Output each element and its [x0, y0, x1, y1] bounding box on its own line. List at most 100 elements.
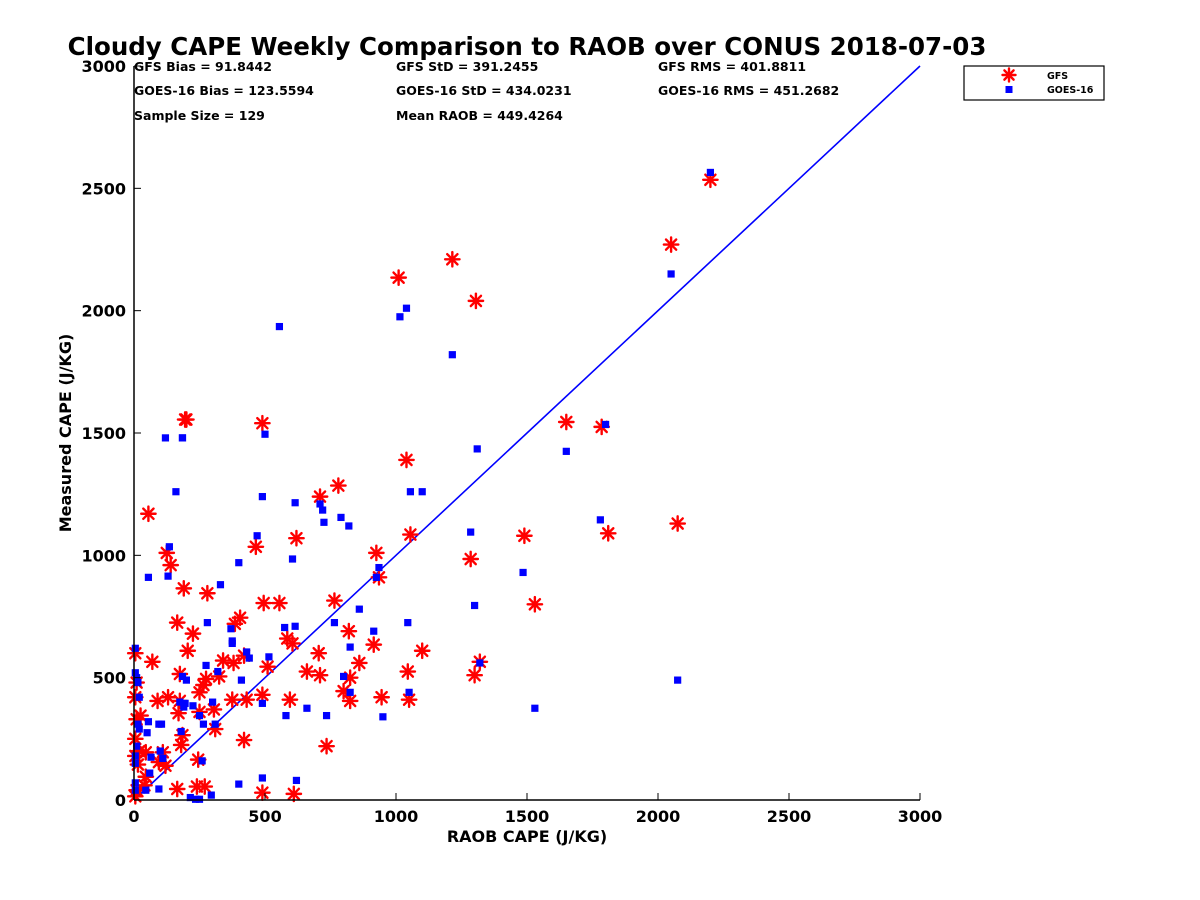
gfs-point — [365, 636, 383, 654]
x-tick-label: 1000 — [374, 807, 419, 826]
y-axis-ticks: 0 500 1000 1500 2000 2500 3000 — [81, 57, 141, 810]
gfs-point — [599, 524, 617, 542]
gfs-point — [226, 615, 244, 633]
goes16-point — [131, 779, 139, 787]
goes16-point — [178, 672, 187, 681]
gfs-point — [179, 642, 197, 660]
goes16-point — [198, 757, 206, 765]
y-tick-label: 3000 — [81, 57, 126, 76]
goes16-point — [131, 669, 139, 677]
goes16-point — [186, 793, 194, 802]
goes16-point — [131, 786, 139, 794]
goes16-point — [216, 581, 225, 589]
gfs-point — [172, 736, 190, 754]
goes16-point — [172, 488, 180, 496]
y-axis-label: Measured CAPE (J/KG) — [56, 334, 75, 533]
goes16-point — [178, 434, 187, 442]
x-tick-label: 500 — [248, 807, 281, 826]
goes16-point — [243, 648, 251, 656]
goes16-point — [214, 667, 222, 676]
y-tick-label: 1500 — [81, 424, 126, 443]
y-tick-label: 2500 — [81, 179, 126, 198]
gfs-point — [367, 544, 385, 562]
goes16-point — [265, 653, 273, 661]
goes16-point — [288, 555, 297, 563]
goes16-point — [404, 619, 412, 627]
goes16-point — [182, 676, 190, 684]
gfs-point — [326, 592, 343, 609]
goes16-point — [203, 619, 211, 627]
gfs-point — [175, 579, 193, 597]
stat-text: Sample Size = 129 — [134, 108, 265, 123]
goes16-point — [473, 445, 481, 453]
stat-text: GFS StD = 391.2455 — [396, 59, 538, 74]
goes16-point — [165, 543, 173, 551]
gfs-point — [176, 411, 194, 428]
gfs-point — [329, 477, 347, 495]
goes16-point — [134, 678, 142, 687]
goes16-point — [531, 704, 539, 712]
goes16-point — [199, 720, 208, 728]
goes16-point — [602, 420, 610, 429]
gfs-point — [223, 691, 241, 709]
one-to-one-line-path — [133, 65, 921, 801]
legend: GFS GOES-16 — [963, 65, 1105, 101]
gfs-point — [318, 737, 335, 755]
gfs-point — [198, 584, 216, 602]
goes16-point — [706, 168, 714, 177]
x-axis-ticks: 0 500 1000 1500 2000 2500 3000 — [128, 793, 942, 826]
gfs-point — [373, 688, 390, 706]
gfs-point — [281, 691, 299, 709]
gfs-point — [399, 663, 417, 680]
goes16-point — [142, 786, 150, 794]
goes16-point — [303, 704, 311, 712]
y-tick-label: 1000 — [81, 546, 126, 565]
legend-goes16-marker — [1005, 86, 1013, 93]
goes16-point — [143, 729, 151, 737]
gfs-point — [159, 688, 177, 706]
goes16-point — [340, 672, 348, 681]
goes16-point — [156, 747, 164, 755]
y-tick-label: 500 — [93, 669, 126, 688]
goes16-point — [164, 572, 172, 580]
goes16-point — [189, 702, 197, 710]
goes16-point — [406, 488, 415, 496]
goes16-point — [258, 774, 266, 782]
x-tick-label: 2500 — [767, 807, 812, 826]
stat-text: Mean RAOB = 449.4264 — [396, 108, 563, 123]
statistics-block: GFS Bias = 91.8442 GFS StD = 391.2455 GFS … — [134, 59, 839, 123]
legend-goes16-label: GOES-16 — [1047, 85, 1094, 96]
gfs-point — [341, 692, 359, 710]
goes16-point — [209, 698, 217, 706]
goes16-point — [207, 791, 215, 799]
goes16-point — [467, 528, 475, 536]
x-tick-label: 0 — [128, 807, 139, 826]
goes16-point — [227, 625, 235, 633]
goes16-point — [245, 654, 253, 662]
goes16-point — [379, 713, 387, 721]
goes16-point — [235, 780, 243, 788]
goes16-point — [134, 720, 142, 728]
goes16-point — [131, 644, 139, 652]
goes16-point — [237, 676, 246, 684]
gfs-point — [271, 594, 288, 612]
plot-area — [126, 65, 921, 805]
gfs-point — [298, 663, 316, 680]
x-tick-label: 2000 — [636, 807, 681, 826]
goes16-point — [596, 516, 604, 524]
gfs-point — [310, 644, 328, 662]
goes16-point — [159, 754, 167, 763]
y-tick-label: 2000 — [81, 302, 126, 321]
gfs-point — [350, 654, 368, 672]
legend-box — [963, 65, 1105, 101]
goes16-point — [418, 488, 426, 496]
gfs-point — [466, 666, 483, 684]
x-axis-label: RAOB CAPE (J/KG) — [447, 827, 607, 846]
goes16-point — [291, 499, 299, 507]
goes16-point — [345, 522, 353, 530]
gfs-point — [140, 505, 157, 523]
goes16-point — [370, 627, 378, 635]
goes16-point — [131, 759, 139, 767]
gfs-point — [443, 250, 461, 268]
x-tick-label: 3000 — [898, 807, 943, 826]
